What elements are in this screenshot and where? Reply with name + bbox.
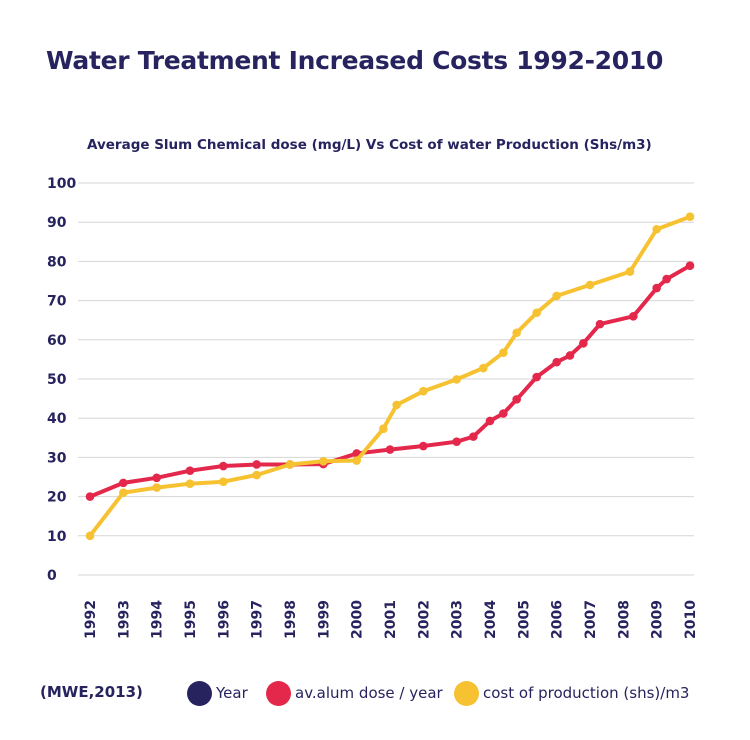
chart-title: Water Treatment Increased Costs 1992-201… <box>46 46 664 75</box>
data-point-alum-dose <box>152 473 161 483</box>
data-point-cost <box>625 267 635 276</box>
data-point-alum-dose <box>595 319 605 329</box>
y-tick-label-10: 10 <box>47 529 67 545</box>
data-point-cost <box>452 375 461 384</box>
data-point-cost <box>512 328 521 338</box>
x-tick-label-2005: 2005 <box>516 600 532 639</box>
data-point-cost <box>319 457 328 466</box>
y-tick-label-100: 100 <box>47 176 76 192</box>
legend-item-year: Year <box>187 680 248 706</box>
x-tick-label-1997: 1997 <box>250 600 266 639</box>
data-point-alum-dose <box>552 357 561 367</box>
x-tick-label-1993: 1993 <box>116 600 132 639</box>
data-point-cost <box>392 400 401 410</box>
data-point-cost <box>652 224 661 234</box>
data-point-alum-dose <box>185 466 195 476</box>
x-tick-label-1994: 1994 <box>150 600 166 639</box>
y-tick-label-40: 40 <box>47 411 67 427</box>
data-point-alum-dose <box>512 395 521 404</box>
y-tick-label-70: 70 <box>47 294 67 310</box>
y-tick-label-60: 60 <box>47 333 67 349</box>
x-tick-label-2004: 2004 <box>483 600 499 639</box>
x-tick-label-2008: 2008 <box>616 600 632 639</box>
data-point-alum-dose <box>419 441 428 451</box>
x-tick-label-2006: 2006 <box>550 600 566 639</box>
data-point-cost <box>585 280 595 290</box>
legend-label-alum-dose: av.alum dose / year <box>295 684 443 702</box>
data-point-cost <box>352 456 361 465</box>
series-line-cost <box>88 214 692 538</box>
x-tick-label-2002: 2002 <box>416 600 432 639</box>
data-point-cost <box>152 483 161 492</box>
x-tick-label-1995: 1995 <box>183 600 199 639</box>
chart-subtitle: Average Slum Chemical dose (mg/L) Vs Cos… <box>87 137 652 153</box>
data-point-cost <box>119 488 128 497</box>
x-tick-label-1999: 1999 <box>316 600 332 639</box>
data-point-alum-dose <box>565 351 575 360</box>
data-point-alum-dose <box>452 437 461 447</box>
x-tick-label-1992: 1992 <box>83 600 99 639</box>
data-point-alum-dose <box>499 409 508 418</box>
data-point-cost <box>685 212 695 222</box>
data-point-alum-dose <box>385 445 395 454</box>
data-point-cost <box>252 470 261 480</box>
x-tick-label-2010: 2010 <box>683 600 699 639</box>
x-tick-label-1996: 1996 <box>216 600 232 639</box>
source-note: (MWE,2013) <box>40 683 143 701</box>
x-tick-label-2009: 2009 <box>650 600 666 639</box>
data-point-alum-dose <box>652 283 661 293</box>
data-point-alum-dose <box>485 416 495 426</box>
x-tick-label-2000: 2000 <box>350 600 366 639</box>
legend-label-cost: cost of production (shs)/m3 <box>483 684 690 702</box>
data-point-cost <box>379 424 388 434</box>
data-point-cost <box>552 291 561 301</box>
data-point-alum-dose <box>219 461 228 471</box>
y-tick-label-30: 30 <box>47 450 67 466</box>
legend-swatch-cost <box>454 680 479 706</box>
data-point-alum-dose <box>685 261 695 271</box>
data-point-alum-dose <box>532 372 541 382</box>
data-point-cost <box>499 348 508 358</box>
x-tick-label-1998: 1998 <box>283 600 299 639</box>
x-tick-label-2001: 2001 <box>383 600 399 639</box>
data-point-cost <box>479 363 488 373</box>
data-point-alum-dose <box>629 311 638 321</box>
data-point-cost <box>419 386 428 396</box>
data-point-alum-dose <box>252 460 261 469</box>
data-point-alum-dose <box>119 478 128 488</box>
data-point-cost <box>185 479 195 488</box>
legend-item-alum-dose: av.alum dose / year <box>266 680 443 706</box>
y-tick-label-0: 0 <box>47 568 57 584</box>
data-point-cost <box>219 477 228 487</box>
data-point-alum-dose <box>579 339 588 348</box>
x-tick-label-2007: 2007 <box>583 600 599 639</box>
data-point-alum-dose <box>662 274 671 284</box>
data-point-alum-dose <box>85 492 95 501</box>
data-point-cost <box>285 460 295 469</box>
legend-swatch-alum-dose <box>266 680 291 706</box>
y-tick-label-20: 20 <box>47 490 67 506</box>
data-point-alum-dose <box>469 432 478 441</box>
legend-item-cost: cost of production (shs)/m3 <box>454 680 689 706</box>
y-tick-label-90: 90 <box>47 215 67 231</box>
x-tick-label-2003: 2003 <box>450 600 466 639</box>
data-point-cost <box>85 531 95 541</box>
legend-swatch-year <box>187 680 212 706</box>
y-tick-label-50: 50 <box>47 372 67 388</box>
legend-label-year: Year <box>216 684 248 702</box>
y-tick-label-80: 80 <box>47 254 67 270</box>
data-point-cost <box>532 308 541 318</box>
